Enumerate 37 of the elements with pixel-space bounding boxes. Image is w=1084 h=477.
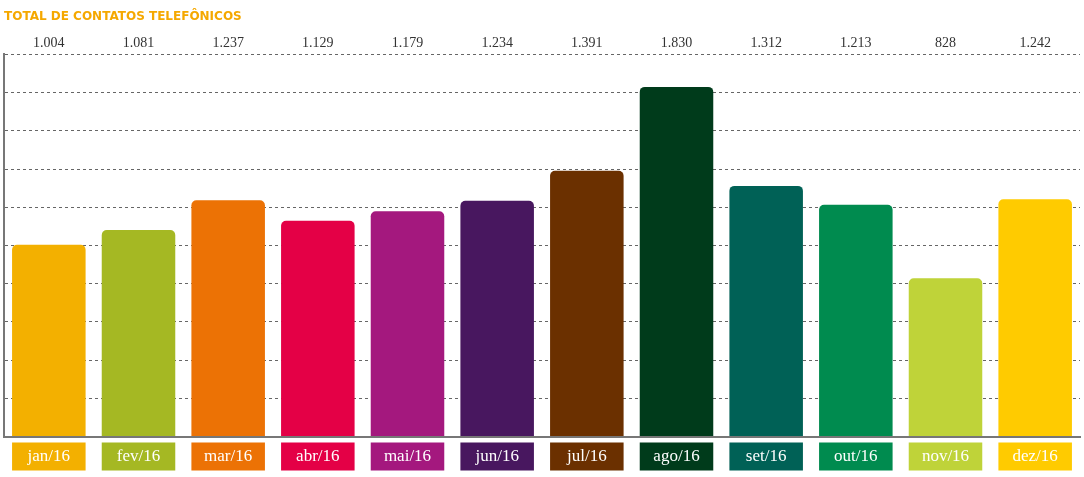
x-tick-label: mar/16 bbox=[204, 446, 253, 466]
x-tick-label: fev/16 bbox=[116, 446, 161, 466]
chart-title: TOTAL DE CONTATOS TELEFÔNICOS bbox=[4, 8, 242, 24]
data-label: 1.242 bbox=[1019, 35, 1051, 51]
data-label: 1.179 bbox=[391, 35, 424, 51]
data-label: 1.004 bbox=[33, 35, 65, 51]
bar bbox=[370, 211, 445, 437]
data-label: 1.234 bbox=[481, 35, 513, 51]
bar bbox=[550, 170, 624, 437]
bar bbox=[101, 230, 176, 437]
bar bbox=[819, 204, 893, 437]
bar bbox=[639, 86, 714, 437]
x-tick-label: ago/16 bbox=[653, 446, 700, 466]
bar bbox=[191, 200, 265, 437]
bar bbox=[998, 199, 1072, 437]
data-label: 1.237 bbox=[212, 35, 244, 51]
data-label: 1.081 bbox=[122, 35, 155, 51]
data-label: 1.129 bbox=[302, 35, 334, 51]
x-tick-label: dez/16 bbox=[1012, 446, 1058, 466]
x-tick-label: jan/16 bbox=[26, 446, 71, 466]
data-label: 1.312 bbox=[750, 35, 782, 51]
bar bbox=[460, 200, 534, 437]
data-label: 1.213 bbox=[840, 35, 872, 51]
data-label: 828 bbox=[935, 35, 956, 51]
bar bbox=[12, 244, 86, 437]
x-tick-label: nov/16 bbox=[921, 446, 970, 466]
x-tick-label: jun/16 bbox=[474, 446, 519, 466]
x-tick-label: abr/16 bbox=[296, 446, 340, 466]
x-tick-label: set/16 bbox=[745, 446, 787, 466]
data-label: 1.391 bbox=[571, 35, 603, 51]
bar bbox=[908, 278, 983, 437]
x-tick-label: jul/16 bbox=[566, 446, 607, 466]
bar bbox=[281, 220, 355, 437]
x-tick-label: out/16 bbox=[834, 446, 878, 466]
data-label: 1.830 bbox=[660, 35, 693, 51]
bar bbox=[729, 185, 803, 437]
x-tick-label: mai/16 bbox=[383, 446, 432, 466]
